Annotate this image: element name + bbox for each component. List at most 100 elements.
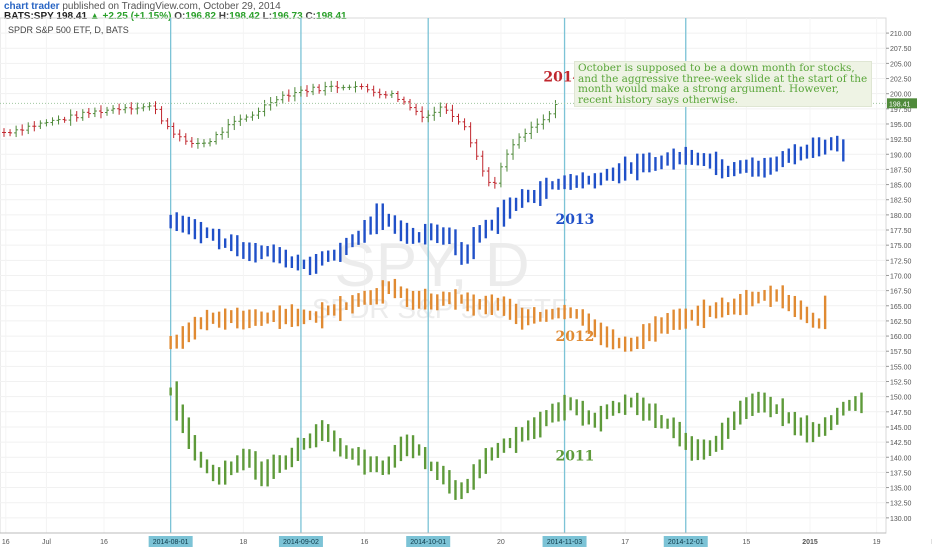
x-tick-label: Jul xyxy=(42,539,51,546)
price-bar xyxy=(244,114,249,122)
y-tick-label: 172.50 xyxy=(890,258,912,265)
price-bar xyxy=(468,122,473,148)
y-tick-label: 165.00 xyxy=(890,304,912,311)
price-bar xyxy=(547,111,552,123)
price-bar xyxy=(165,118,170,130)
price-change: +2.25 (+1.15%) xyxy=(102,11,172,22)
y-tick-label: 155.00 xyxy=(890,364,912,371)
price-bar xyxy=(56,115,61,125)
price-bar xyxy=(408,98,413,111)
price-bar xyxy=(450,104,455,122)
price-bar xyxy=(432,106,437,121)
y-tick-label: 140.00 xyxy=(890,455,912,462)
high-label: H: xyxy=(218,11,230,22)
price-bar xyxy=(341,84,346,91)
price-bar xyxy=(292,87,297,102)
price-bar xyxy=(14,125,19,138)
price-bar xyxy=(480,150,485,177)
price-bar xyxy=(286,89,291,102)
chart-grid xyxy=(0,17,887,534)
y-tick-label: 190.00 xyxy=(890,152,912,159)
series-2013 xyxy=(169,135,845,276)
price-bar xyxy=(129,102,134,115)
price-bar xyxy=(535,118,540,133)
x-date-box xyxy=(406,536,451,547)
price-bar xyxy=(305,85,309,97)
close-value: 198.41 xyxy=(316,11,347,22)
y-tick-label: 205.00 xyxy=(890,61,912,68)
price-bar xyxy=(329,80,334,93)
price-bar xyxy=(26,122,31,135)
y-tick-label: 167.50 xyxy=(890,289,912,296)
price-bar xyxy=(208,138,213,147)
series-labels: 2014 2013 2012 2011 xyxy=(543,70,594,465)
price-bar xyxy=(62,116,67,123)
low-label: L: xyxy=(262,11,273,22)
series-label-2011: 2011 xyxy=(555,448,594,464)
x-tick-label: 2014-10-01 xyxy=(410,539,446,546)
price-bar xyxy=(498,162,503,188)
y-tick-label: 152.50 xyxy=(890,380,912,387)
y-tick-label: 142.50 xyxy=(890,440,912,447)
price-bar xyxy=(323,81,328,96)
price-bar xyxy=(311,83,316,96)
price-bar xyxy=(32,121,37,132)
price-bar xyxy=(523,128,528,142)
price-bar xyxy=(486,167,491,187)
price-bar xyxy=(426,110,431,123)
y-tick-label: 177.50 xyxy=(890,228,912,235)
author-link[interactable]: chart trader xyxy=(4,1,60,12)
price-bar xyxy=(335,80,340,93)
y-tick-label: 207.50 xyxy=(890,46,912,53)
symbol-label: BATS:SPY xyxy=(4,11,54,22)
x-tick-label: 2015 xyxy=(802,539,818,546)
price-bar xyxy=(8,129,13,137)
price-bar xyxy=(214,131,219,145)
price-bar xyxy=(50,117,55,126)
watermark-symbol: SPY, D xyxy=(334,231,529,300)
y-tick-label: 162.50 xyxy=(890,319,912,326)
up-arrow-icon: ▲ xyxy=(89,11,100,22)
price-bar xyxy=(135,102,140,115)
y-tick-label: 200.00 xyxy=(890,92,912,99)
x-tick-label: 15 xyxy=(742,539,750,546)
y-tick-label: 180.00 xyxy=(890,213,912,220)
price-bar xyxy=(232,115,237,131)
price-bar xyxy=(183,133,188,145)
price-bar xyxy=(189,136,194,148)
y-tick-label: 147.50 xyxy=(890,410,912,417)
price-bar xyxy=(195,138,200,149)
price-bar xyxy=(256,107,261,119)
y-tick-label: 182.50 xyxy=(890,198,912,205)
series-label-2012: 2012 xyxy=(555,329,594,345)
price-bar xyxy=(38,120,43,130)
price-bar xyxy=(504,149,509,172)
series-2011 xyxy=(169,381,863,500)
price-bar xyxy=(317,84,322,94)
price-bar xyxy=(141,103,146,112)
price-bar xyxy=(377,88,382,99)
y-tick-label: 150.00 xyxy=(890,395,912,402)
last-price-badge xyxy=(887,98,917,109)
price-bar xyxy=(2,128,6,137)
price-bar xyxy=(462,118,467,131)
price-bar xyxy=(280,91,285,104)
y-tick-label: 197.50 xyxy=(890,107,912,114)
price-bar xyxy=(220,127,225,140)
price-bar xyxy=(105,106,110,116)
price-bar xyxy=(492,176,497,189)
x-tick-label: 18 xyxy=(239,539,247,546)
price-bar xyxy=(80,109,85,121)
publish-line: chart trader published on TradingView.co… xyxy=(4,1,281,12)
y-axis: 130.00 132.50 135.00 137.50 140.00 142.50 145.… xyxy=(886,31,917,523)
price-bar xyxy=(74,111,79,122)
high-value: 198.42 xyxy=(229,11,260,22)
price-bar xyxy=(111,105,116,114)
price-bar xyxy=(359,83,364,90)
price-bar xyxy=(117,103,122,115)
price-bar xyxy=(238,114,243,126)
x-tick-label: 16 xyxy=(2,539,10,546)
chart-title: SPDR S&P 500 ETF, D, BATS xyxy=(8,25,129,35)
x-date-box xyxy=(542,536,587,547)
